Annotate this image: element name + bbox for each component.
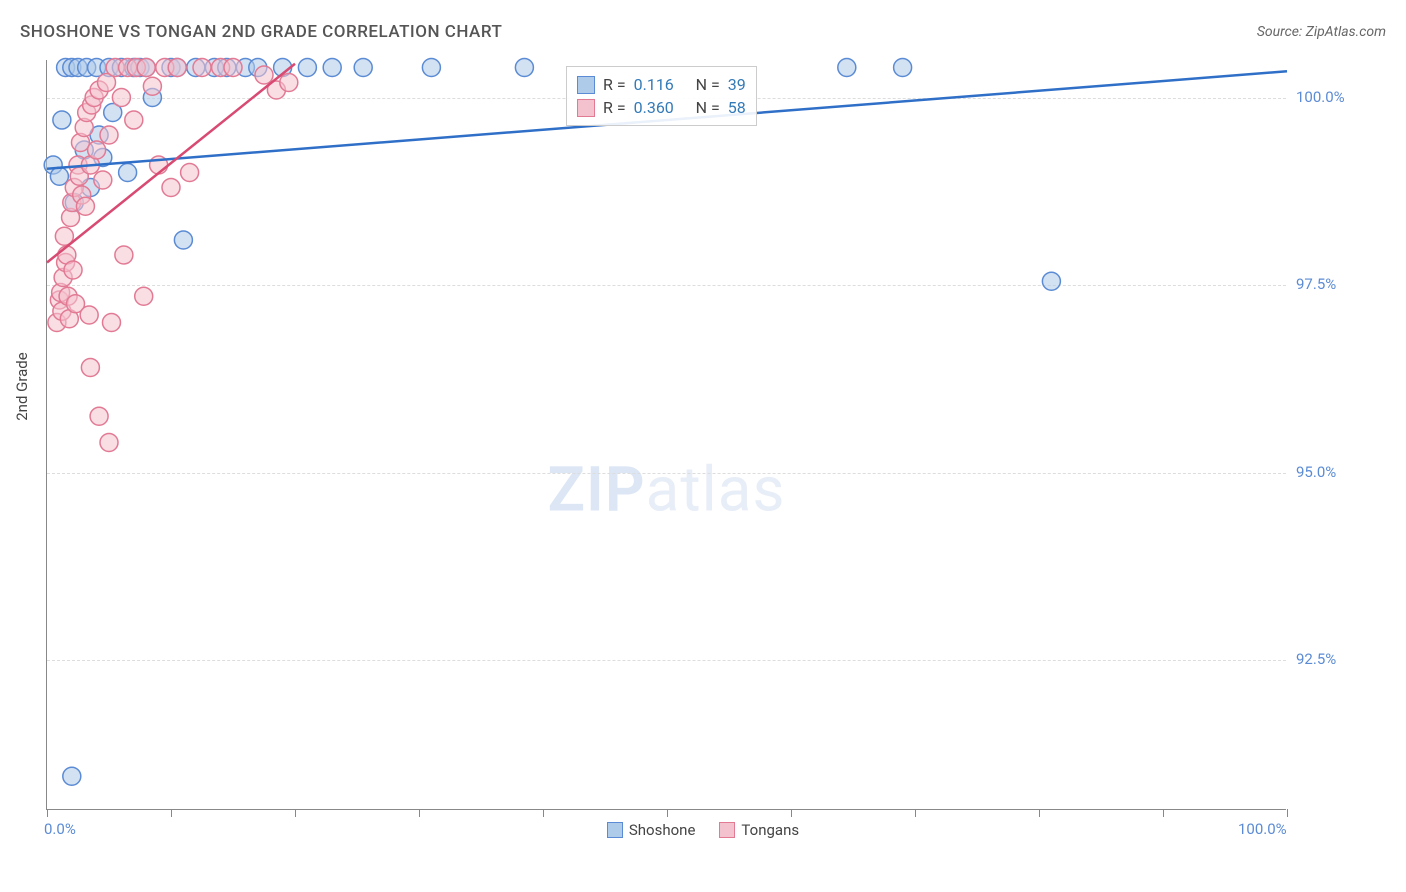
data-point [354,59,372,77]
data-point [119,164,137,182]
chart-container: SHOSHONE VS TONGAN 2ND GRADE CORRELATION… [0,0,1406,892]
series-legend-label: Tongans [741,821,799,839]
y-tick-label: 95.0% [1296,463,1336,481]
data-point [143,77,161,95]
x-tick [419,809,420,817]
data-point [174,231,192,249]
x-tick [667,809,668,817]
data-point [100,126,118,144]
legend-swatch [577,99,595,117]
data-point [193,59,211,77]
data-point [80,306,98,324]
plot-area: ZIPatlas R =0.116N =39R =0.360N =58 [46,60,1286,810]
x-tick [915,809,916,817]
data-point [90,407,108,425]
data-point [100,434,118,452]
data-point [323,59,341,77]
scatter-svg [47,60,1287,810]
data-point [422,59,440,77]
legend-n-value: 39 [728,75,746,94]
legend-swatch [719,822,735,838]
legend-r-value: 0.360 [634,98,688,117]
data-point [1042,272,1060,290]
series-legend-item: Tongans [719,821,799,839]
stats-legend: R = 0.116 N = 39 R = 0.360 N = 58 [566,66,757,126]
stats-legend-row: R = 0.360 N = 58 [577,96,746,119]
data-point [125,111,143,129]
chart-title: SHOSHONE VS TONGAN 2ND GRADE CORRELATION… [20,22,502,42]
x-tick [171,809,172,817]
y-tick-label: 100.0% [1296,88,1345,106]
data-point [137,59,155,77]
data-point [76,197,94,215]
series-legend: Shoshone Tongans [0,821,1406,842]
y-tick-label: 92.5% [1296,650,1336,668]
data-point [88,141,106,159]
data-point [102,314,120,332]
x-tick [47,809,48,817]
data-point [894,59,912,77]
data-point [64,261,82,279]
x-tick [1039,809,1040,817]
data-point [280,74,298,92]
y-axis-label: 2nd Grade [13,352,31,420]
legend-r-label: R = [603,98,626,117]
legend-r-value: 0.116 [634,75,688,94]
data-point [81,359,99,377]
data-point [50,167,68,185]
stats-legend-row: R = 0.116 N = 39 [577,73,746,96]
data-point [515,59,533,77]
legend-n-label: N = [696,98,720,117]
data-point [135,287,153,305]
series-legend-item: Shoshone [607,821,696,839]
data-point [162,179,180,197]
y-tick-label: 97.5% [1296,275,1336,293]
legend-n-label: N = [696,75,720,94]
data-point [53,111,71,129]
data-point [112,89,130,107]
data-point [298,59,316,77]
data-point [255,66,273,84]
data-point [224,59,242,77]
data-point [63,767,81,785]
legend-swatch [607,822,623,838]
x-tick [1287,809,1288,817]
data-point [115,246,133,264]
x-tick [295,809,296,817]
legend-r-label: R = [603,75,626,94]
x-tick [1163,809,1164,817]
x-tick [791,809,792,817]
data-point [168,59,186,77]
legend-n-value: 58 [728,98,746,117]
source-attribution: Source: ZipAtlas.com [1257,24,1386,40]
legend-swatch [577,76,595,94]
x-tick [543,809,544,817]
data-point [94,171,112,189]
series-legend-label: Shoshone [629,821,696,839]
data-point [838,59,856,77]
data-point [181,164,199,182]
